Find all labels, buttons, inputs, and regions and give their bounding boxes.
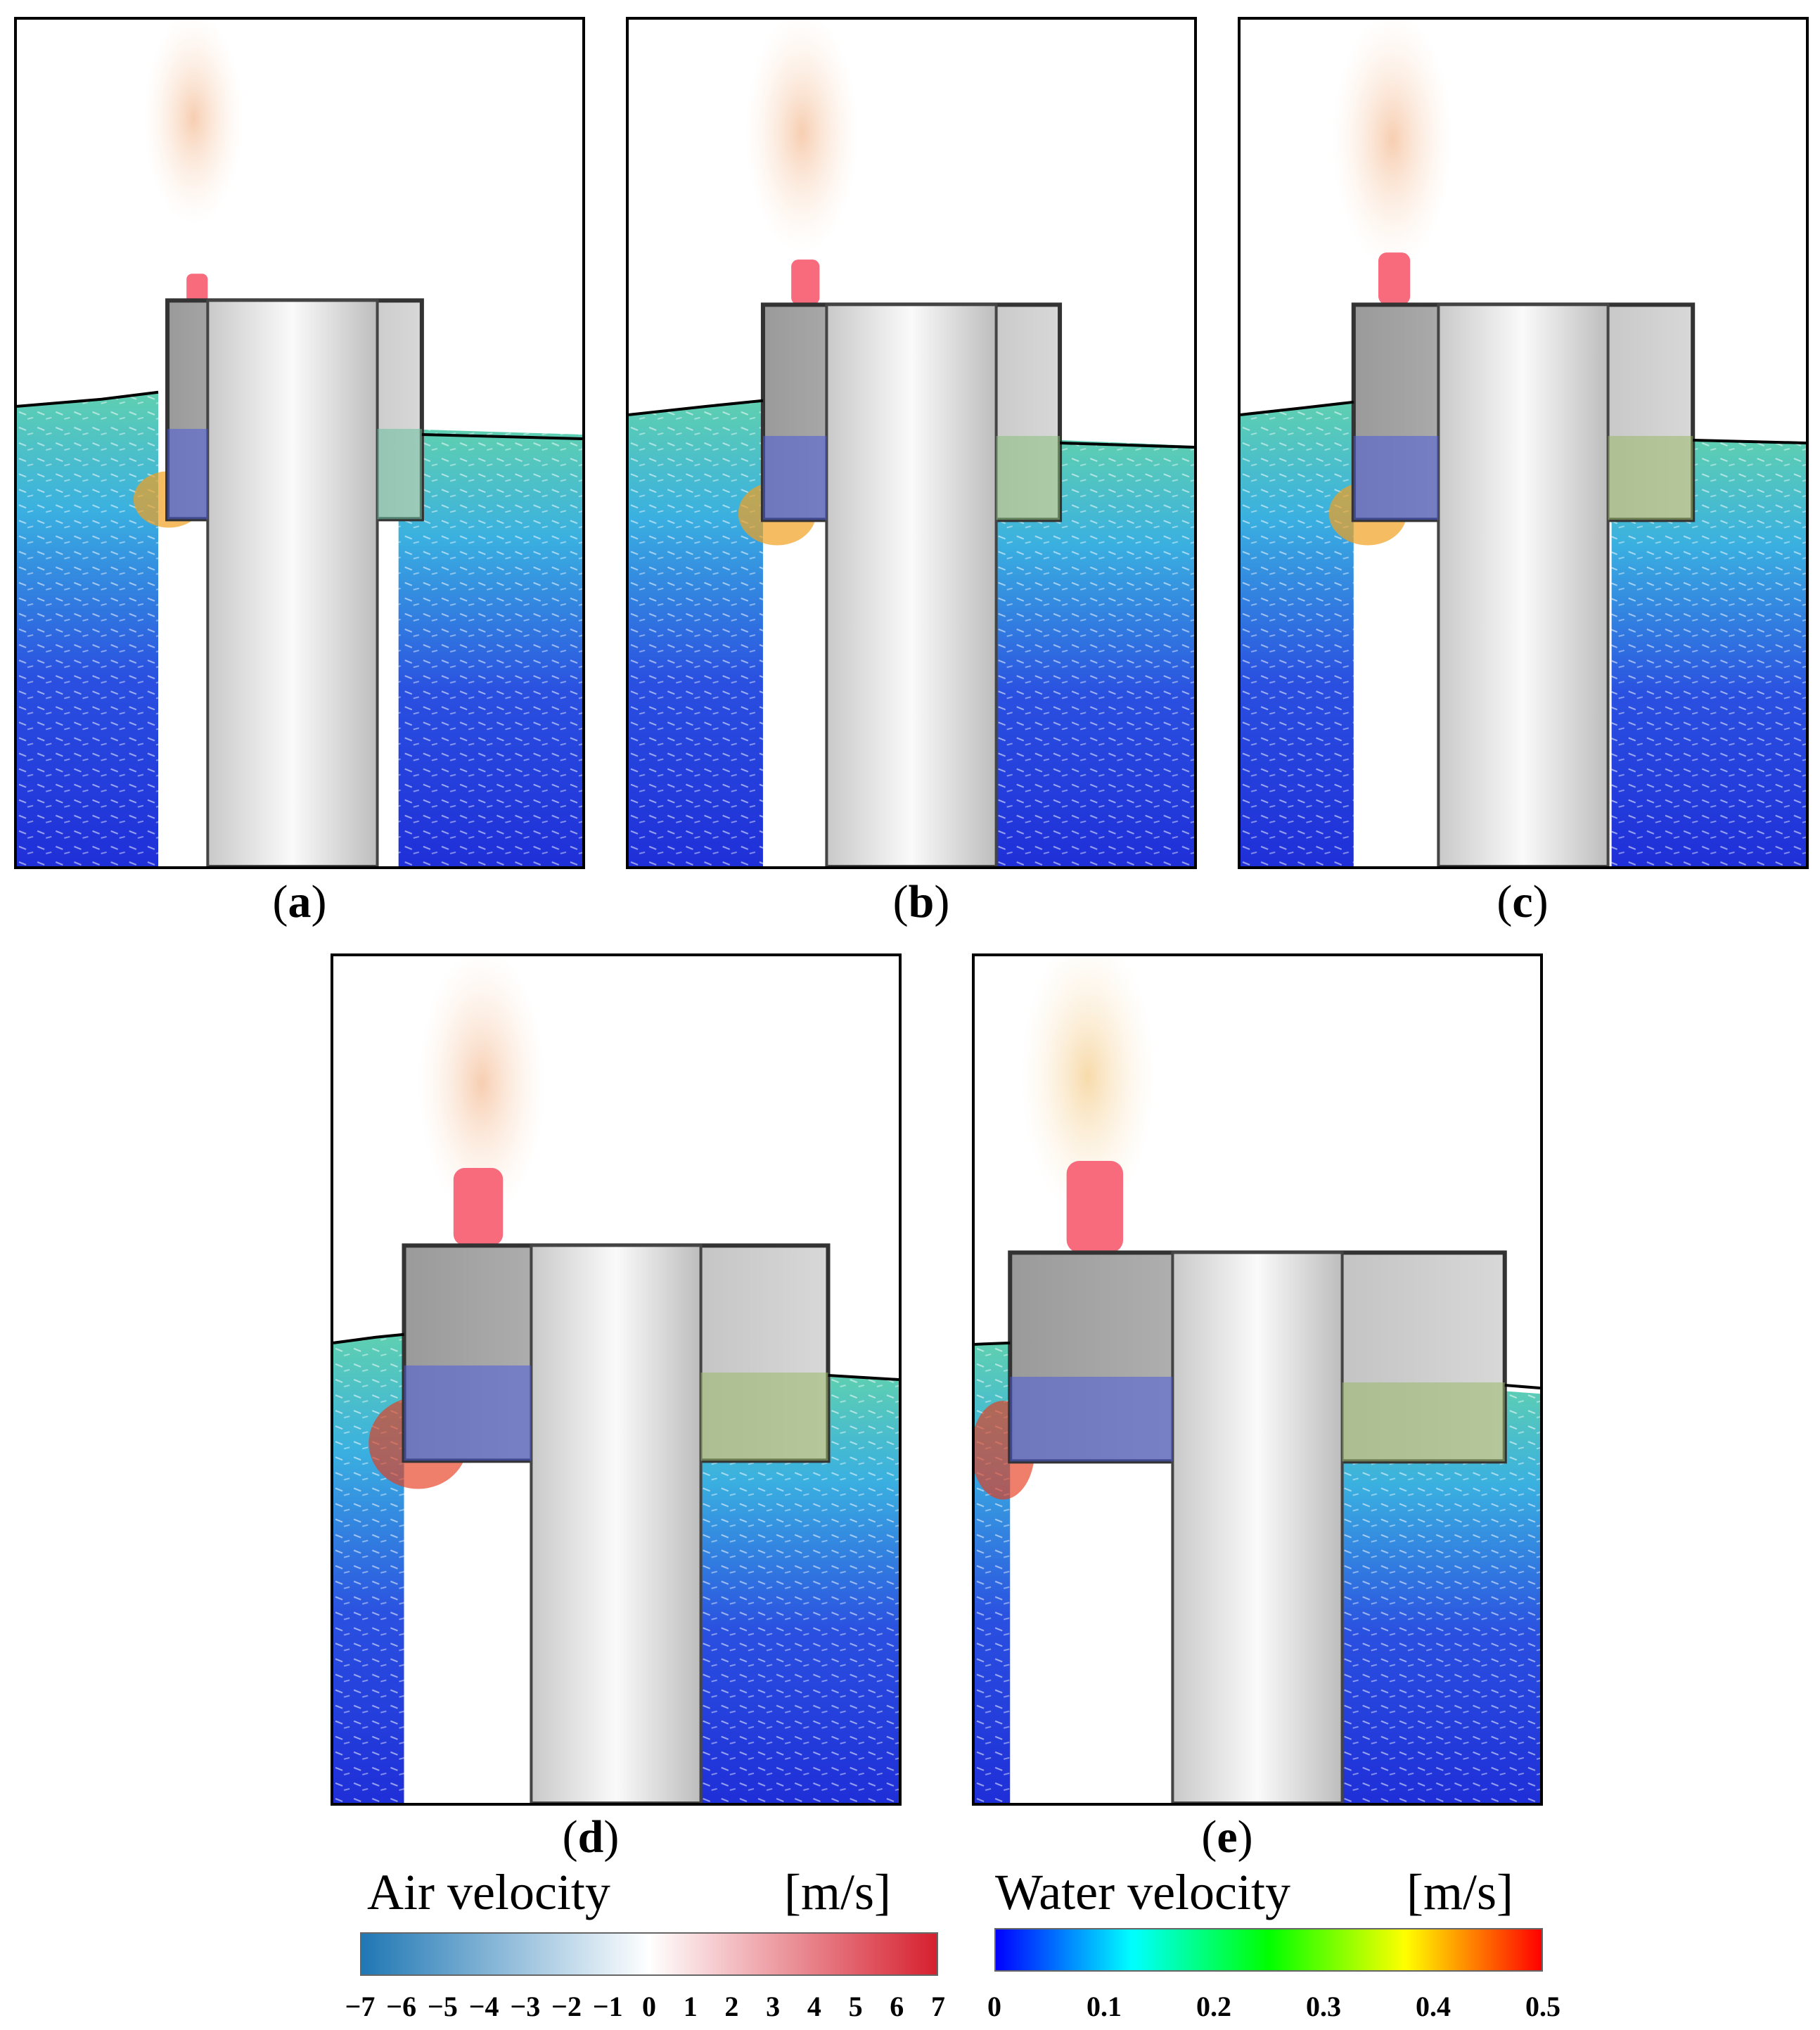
air-tick-label: 3 (766, 1991, 781, 2022)
air-colorbar (360, 1932, 938, 1976)
water-tick-label: 0.2 (1196, 1991, 1231, 2022)
air-jet (186, 274, 208, 305)
water-tick-label: 0.1 (1087, 1991, 1122, 2022)
air-tick-label: −3 (510, 1991, 541, 2022)
monopile (1437, 303, 1610, 866)
air-tick-label: 4 (807, 1991, 821, 2022)
panel-b-label: (b) (892, 876, 950, 927)
water-legend-unit: [m/s] (1406, 1864, 1513, 1920)
panel-c-label: (c) (1497, 876, 1549, 927)
air-jet (1378, 252, 1411, 305)
air-tick-label: 2 (724, 1991, 739, 2022)
air-tick-label: −1 (592, 1991, 623, 2022)
panel-b-scene (629, 20, 1194, 866)
panel-d-label: (d) (562, 1811, 620, 1863)
panel-d-scene (333, 956, 899, 1803)
monopile (825, 303, 998, 866)
air-jet (453, 1168, 504, 1246)
water-tick-label: 0 (987, 1991, 1001, 2022)
water-tick-label: 0.4 (1416, 1991, 1451, 2022)
panel-e-label: (e) (1201, 1811, 1253, 1863)
air-tick-label: −5 (428, 1991, 458, 2022)
water-tick-label: 0.5 (1525, 1991, 1561, 2022)
air-jet (791, 259, 820, 305)
air-jet (1066, 1160, 1124, 1253)
air-tick-label: −4 (468, 1991, 499, 2022)
air-tick-label: 5 (848, 1991, 863, 2022)
panel-a (14, 17, 585, 869)
panel-c-scene (1241, 20, 1806, 866)
air-legend-title: Air velocity (367, 1864, 610, 1920)
air-tick-label: 7 (931, 1991, 945, 2022)
air-tick-label: 1 (683, 1991, 698, 2022)
panel-e (972, 953, 1543, 1806)
panel-e-scene (975, 956, 1540, 1803)
air-tick-label: 6 (890, 1991, 904, 2022)
air-tick-label: −6 (386, 1991, 417, 2022)
panel-c (1238, 17, 1809, 869)
monopile (206, 299, 379, 866)
monopile (1171, 1251, 1344, 1803)
water-legend-title: Water velocity (995, 1864, 1291, 1920)
air-tick-label: 0 (642, 1991, 656, 2022)
water-tick-label: 0.3 (1306, 1991, 1341, 2022)
panel-d (331, 953, 902, 1806)
panel-b (626, 17, 1197, 869)
panel-a-scene (17, 20, 582, 866)
panel-a-label: (a) (272, 876, 327, 927)
air-legend-unit: [m/s] (784, 1864, 891, 1920)
water-colorbar (994, 1928, 1543, 1972)
air-tick-label: −7 (345, 1991, 376, 2022)
air-tick-label: −2 (551, 1991, 582, 2022)
monopile (530, 1244, 703, 1803)
